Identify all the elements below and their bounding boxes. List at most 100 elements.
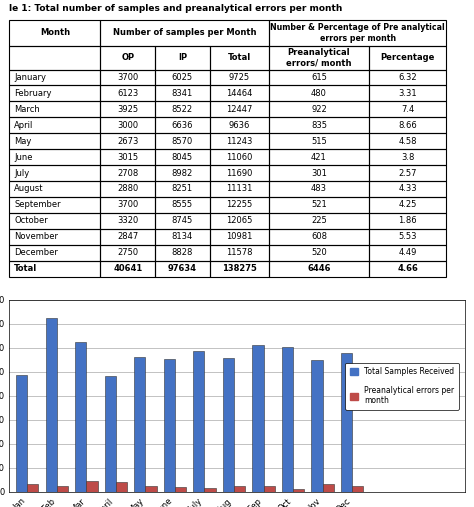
Bar [100,229,155,245]
Bar [210,101,269,117]
Bar [9,20,100,46]
Text: Preanalytical
errors/ month: Preanalytical errors/ month [286,48,352,67]
Text: October: October [14,216,48,225]
Bar [269,46,369,69]
Bar [9,197,100,213]
Text: 1.86: 1.86 [398,216,417,225]
Bar [100,20,269,46]
Bar [9,149,100,165]
Bar [269,181,369,197]
Bar [9,261,100,276]
Text: 5.53: 5.53 [398,232,417,241]
Text: March: March [14,105,40,114]
Text: 615: 615 [311,73,327,82]
Bar [369,197,447,213]
Bar [369,261,447,276]
Bar [146,486,156,492]
Text: 2750: 2750 [117,248,138,257]
Bar [210,181,269,197]
Text: 4.66: 4.66 [397,264,418,273]
Text: Percentage: Percentage [381,53,435,62]
Bar [210,261,269,276]
Text: 11060: 11060 [226,153,253,162]
Bar [116,482,127,492]
Bar [269,229,369,245]
Text: 8745: 8745 [172,216,193,225]
Bar [210,117,269,133]
Bar [369,86,447,101]
Bar [269,117,369,133]
Bar [352,486,364,492]
Bar [155,245,210,261]
Text: 480: 480 [311,89,327,98]
Text: 8134: 8134 [172,232,193,241]
Bar [210,46,269,69]
Bar [204,488,216,492]
Text: 7.4: 7.4 [401,105,414,114]
Bar [100,101,155,117]
Text: IP: IP [178,53,187,62]
Bar [75,342,86,492]
Bar [269,101,369,117]
Text: August: August [14,185,44,194]
Bar [155,261,210,276]
Bar [100,46,155,69]
Text: 3320: 3320 [117,216,138,225]
Bar [269,261,369,276]
Bar [27,484,38,492]
Text: 6446: 6446 [307,264,331,273]
Bar [210,69,269,86]
Text: June: June [14,153,33,162]
Bar [210,86,269,101]
Text: 8828: 8828 [172,248,193,257]
Text: 608: 608 [311,232,327,241]
Bar [16,375,27,492]
Text: April: April [14,121,33,130]
Bar [269,245,369,261]
Legend: Total Samples Received, Preanalytical errors per
month: Total Samples Received, Preanalytical er… [346,363,458,410]
Bar [155,213,210,229]
Text: 922: 922 [311,105,327,114]
Text: 3000: 3000 [117,121,138,130]
Bar [293,489,304,492]
Bar [100,149,155,165]
Bar [155,149,210,165]
Text: 515: 515 [311,137,327,146]
Text: December: December [14,248,58,257]
Bar [155,181,210,197]
Bar [210,229,269,245]
Text: 9636: 9636 [228,121,250,130]
Bar [100,197,155,213]
Text: 10981: 10981 [226,232,253,241]
Text: February: February [14,89,52,98]
Text: November: November [14,232,58,241]
Text: 3700: 3700 [117,73,138,82]
Bar [252,345,264,492]
Bar [100,245,155,261]
Bar [234,486,245,492]
Text: January: January [14,73,46,82]
Bar [369,229,447,245]
Text: 2708: 2708 [117,168,138,177]
Bar [100,86,155,101]
Bar [369,101,447,117]
Text: 12447: 12447 [226,105,253,114]
Text: 2673: 2673 [117,137,138,146]
Text: 6.32: 6.32 [398,73,417,82]
Bar [193,351,204,492]
Bar [369,117,447,133]
Bar [57,486,68,492]
Text: Number of samples per Month: Number of samples per Month [113,28,256,38]
Bar [369,181,447,197]
Text: 14464: 14464 [226,89,253,98]
Text: 138275: 138275 [222,264,257,273]
Bar [100,69,155,86]
Bar [155,101,210,117]
Text: OP: OP [121,53,134,62]
Bar [369,165,447,181]
Bar [100,165,155,181]
Bar [269,213,369,229]
Text: Total: Total [228,53,251,62]
Bar [155,69,210,86]
Text: 483: 483 [311,185,327,194]
